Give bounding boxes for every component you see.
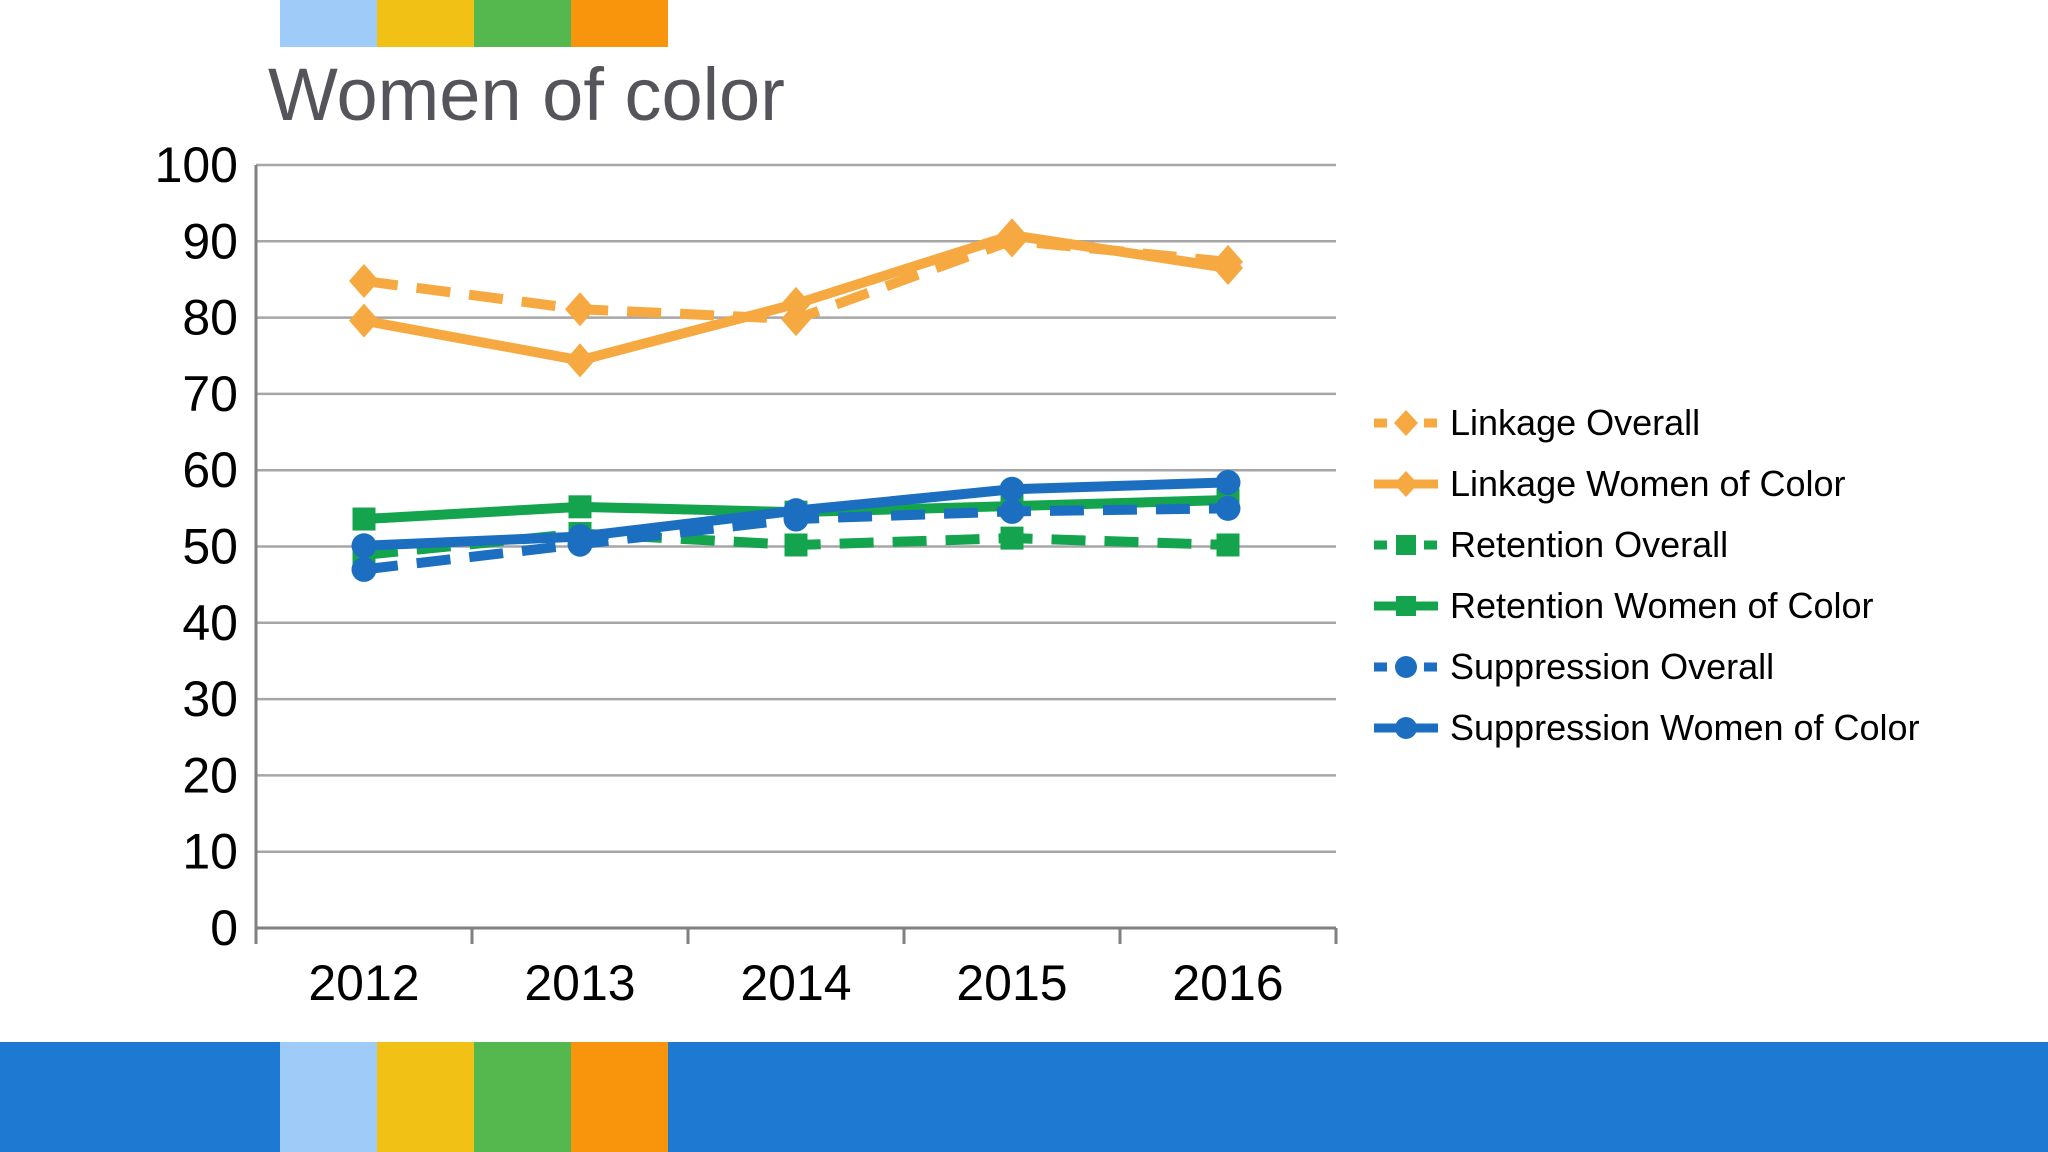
strip-square-yellow [377,0,474,47]
chart-title: Women of color [268,53,785,136]
legend-label: Suppression Overall [1450,645,1775,687]
legend-label: Retention Women of Color [1450,584,1874,626]
y-tick-label: 100 [155,137,238,193]
legend-swatch [1374,595,1438,616]
strip-square-orange [571,1042,668,1152]
strip-square-lightblue [280,1042,377,1152]
y-tick-label: 40 [182,595,238,651]
legend-swatch [1374,409,1438,436]
strip-square-green [474,1042,571,1152]
legend-item: Retention Overall [1372,514,1920,575]
legend-label: Linkage Women of Color [1450,462,1846,504]
circle-marker-icon [783,498,809,524]
y-tick-label: 20 [182,747,238,803]
square-marker-icon [1000,526,1024,550]
square-marker-icon [784,533,808,557]
square-marker-icon [352,507,376,531]
diamond-marker-icon [1394,470,1418,497]
x-tick-label: 2013 [524,955,635,1011]
legend-swatch [1374,655,1438,678]
y-tick-label: 0 [210,900,238,956]
legend-item: Suppression Overall [1372,636,1920,697]
legend-label: Linkage Overall [1450,401,1701,443]
y-tick-label: 10 [182,824,238,880]
x-tick-label: 2014 [740,955,851,1011]
circle-marker-icon [567,524,593,550]
circle-marker-icon [1215,469,1241,495]
circle-marker-icon [351,533,377,559]
y-tick-label: 70 [182,366,238,422]
strip-square-lightblue [280,0,377,47]
legend-item: Linkage Women of Color [1372,453,1920,514]
x-tick-label: 2016 [1172,955,1283,1011]
square-marker-icon [1216,533,1240,557]
circle-marker-icon [999,498,1025,524]
legend-label: Retention Overall [1450,523,1729,565]
bottom-band [0,1042,2048,1152]
y-tick-label: 30 [182,671,238,727]
legend-swatch [1374,534,1438,555]
square-marker-icon [1396,534,1416,555]
strip-square-orange [571,0,668,47]
diamond-marker-icon [1394,409,1418,436]
diamond-marker-icon [349,303,379,338]
circle-marker-icon [351,556,377,582]
y-tick-label: 50 [182,519,238,575]
strip-square-green [474,0,571,47]
circle-marker-icon [1215,495,1241,521]
diamond-marker-icon [565,343,595,378]
diamond-marker-icon [997,218,1027,253]
diamond-marker-icon [565,292,595,327]
circle-marker-icon [1395,655,1417,678]
legend-item: Retention Women of Color [1372,575,1920,636]
square-marker-icon [568,495,592,519]
y-tick-label: 80 [182,290,238,346]
diamond-marker-icon [1213,251,1243,286]
x-tick-label: 2015 [956,955,1067,1011]
legend-item: Suppression Women of Color [1372,697,1920,758]
diamond-marker-icon [781,286,811,321]
legend-label: Suppression Women of Color [1450,706,1920,748]
legend: Linkage Overall Linkage Women of Color Ret… [1372,392,1920,758]
strip-square-yellow [377,1042,474,1152]
circle-marker-icon [1395,716,1417,739]
x-tick-label: 2012 [308,955,419,1011]
circle-marker-icon [999,476,1025,502]
legend-swatch [1374,470,1438,497]
diamond-marker-icon [349,263,379,298]
legend-swatch [1374,716,1438,739]
y-tick-label: 60 [182,442,238,498]
square-marker-icon [1396,595,1416,616]
y-tick-label: 90 [182,213,238,269]
top-color-strip [280,0,668,47]
legend-item: Linkage Overall [1372,392,1920,453]
